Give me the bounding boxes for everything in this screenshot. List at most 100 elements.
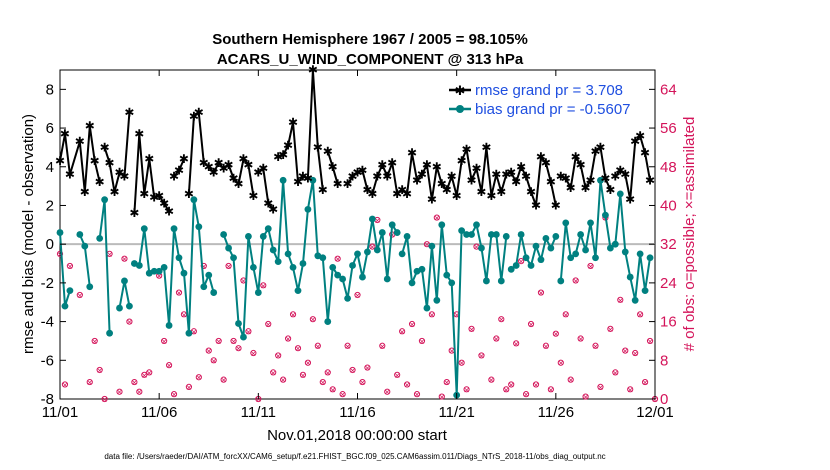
rmse-point: ✱: [233, 177, 243, 191]
obs-possible-marker: [289, 311, 297, 318]
rmse-point: ✱: [511, 175, 521, 189]
bias-point: [507, 265, 515, 273]
rmse-point: ✱: [308, 63, 318, 77]
rmse-point: ✱: [387, 156, 397, 170]
bias-point: [378, 229, 386, 236]
bias-point: [150, 267, 158, 275]
obs-assimilated-marker: ×: [116, 388, 123, 397]
bias-point: [463, 231, 470, 238]
obs-possible-marker: [518, 258, 525, 265]
bias-point: [641, 287, 649, 295]
rmse-point: ✱: [392, 187, 402, 201]
obs-assimilated-marker: ×: [359, 378, 366, 387]
rmse-point: ✱: [238, 152, 248, 166]
y-right-tick-label: 32: [660, 236, 677, 253]
rmse-point: ✱: [625, 193, 635, 207]
rmse-point: ✱: [581, 181, 591, 195]
obs-assimilated-marker: ×: [166, 361, 173, 370]
obs-possible-marker: [126, 318, 133, 325]
bias-point: [403, 233, 411, 240]
obs-assimilated-marker: ×: [572, 276, 579, 285]
obs-possible-marker: [215, 337, 222, 345]
rmse-point: ✱: [576, 158, 586, 172]
rmse-point: ✱: [546, 175, 556, 189]
obs-possible-marker: [220, 376, 227, 383]
rmse-point: ✱: [134, 127, 144, 141]
obs-assimilated-marker: ×: [493, 335, 500, 344]
obs-assimilated-marker: ×: [186, 383, 193, 392]
rmse-point: ✱: [595, 140, 605, 154]
bias-point: [334, 271, 342, 279]
y-right-tick-label: 64: [660, 81, 677, 98]
obs-assimilated-marker: ×: [250, 349, 257, 358]
bias-point: [398, 250, 406, 258]
bias-point: [562, 219, 570, 227]
obs-possible-marker: [91, 337, 98, 345]
x-tick-label: 11/11: [241, 404, 276, 421]
obs-assimilated-marker: ×: [67, 262, 74, 271]
rmse-point: ✱: [457, 154, 467, 168]
x-tick-label: 11/01: [42, 404, 78, 421]
obs-possible-marker: [641, 378, 649, 386]
rmse-point: ✱: [293, 175, 303, 189]
bias-point: [101, 196, 109, 204]
obs-assimilated-marker: ×: [627, 385, 634, 394]
bias-point: [636, 250, 644, 258]
bias-point: [309, 176, 317, 184]
obs-assimilated-marker: ×: [215, 337, 222, 346]
bias-point: [259, 233, 267, 240]
bias-point: [597, 176, 604, 184]
rmse-point: ✱: [253, 166, 263, 180]
obs-possible-marker: [592, 342, 599, 349]
obs-assimilated-marker: ×: [319, 378, 326, 387]
rmse-point: ✱: [600, 171, 610, 185]
obs-possible-marker: [61, 381, 69, 388]
obs-assimilated-marker: ×: [647, 337, 654, 346]
obs-assimilated-marker: ×: [394, 371, 401, 380]
bias-point: [517, 231, 525, 238]
bias-point: [304, 205, 312, 213]
rmse-point: ✱: [105, 156, 115, 170]
rmse-point: ✱: [402, 187, 412, 201]
bias-point: [418, 265, 426, 273]
obs-assimilated-marker: ×: [344, 342, 351, 351]
obs-assimilated-marker: ×: [478, 351, 485, 360]
data-file-footer: data file: /Users/raeder/DAI/ATM_forcXX/…: [104, 452, 605, 461]
obs-possible-marker: [284, 335, 292, 342]
bias-point: [438, 221, 446, 229]
obs-possible-marker: [225, 262, 232, 270]
rmse-point: ✱: [452, 189, 462, 203]
obs-assimilated-marker: ×: [429, 310, 436, 319]
rmse-point: ✱: [362, 183, 372, 197]
rmse-point: ✱: [219, 162, 229, 176]
bias-point: [478, 244, 485, 252]
obs-possible-marker: [324, 369, 331, 376]
obs-possible-marker: [195, 374, 202, 381]
rmse-point: ✱: [124, 106, 134, 120]
y-tick-label: 4: [46, 159, 54, 176]
obs-assimilated-marker: ×: [548, 385, 555, 394]
bias-point: [522, 254, 530, 262]
rmse-point: ✱: [605, 183, 615, 197]
bias-point: [349, 262, 356, 269]
obs-possible-marker: [86, 378, 93, 386]
obs-possible-marker: [577, 335, 584, 342]
bias-point: [492, 231, 500, 238]
rmse-point: ✱: [85, 119, 95, 133]
bias-point: [160, 264, 168, 271]
obs-assimilated-marker: ×: [369, 243, 376, 252]
obs-possible-marker: [235, 345, 242, 352]
obs-assimilated-marker: ×: [562, 310, 569, 319]
obs-assimilated-marker: ×: [290, 310, 297, 319]
bias-point: [319, 254, 327, 262]
obs-possible-marker: [394, 371, 401, 378]
rmse-point: ✱: [164, 204, 174, 218]
bias-point: [155, 267, 163, 275]
obs-assimilated-marker: ×: [592, 342, 599, 351]
obs-possible-marker: [270, 369, 277, 376]
rmse-line: [173, 158, 185, 178]
obs-assimilated-marker: ×: [334, 255, 341, 264]
rmse-point: ✱: [427, 193, 437, 207]
obs-assimilated-marker: ×: [577, 335, 584, 344]
bias-point: [135, 262, 143, 269]
